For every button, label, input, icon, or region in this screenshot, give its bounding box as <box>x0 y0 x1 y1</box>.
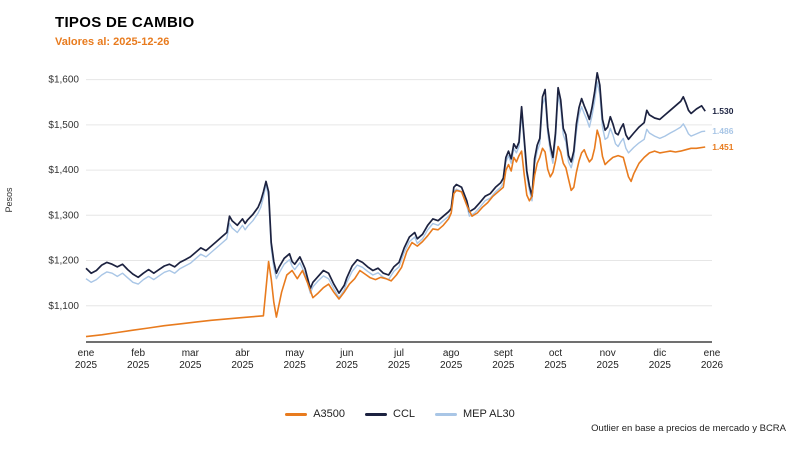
svg-text:2025: 2025 <box>75 360 98 371</box>
svg-text:$1,200: $1,200 <box>48 256 79 267</box>
svg-text:$1,400: $1,400 <box>48 165 79 176</box>
legend-item-ccl: CCL <box>365 408 415 420</box>
svg-text:jul: jul <box>393 348 404 359</box>
svg-text:1.530: 1.530 <box>712 106 734 116</box>
svg-text:$1,300: $1,300 <box>48 210 79 221</box>
svg-text:2025: 2025 <box>284 360 307 371</box>
svg-text:dic: dic <box>653 348 666 359</box>
svg-text:feb: feb <box>131 348 145 359</box>
legend-label-a3500: A3500 <box>313 408 345 420</box>
svg-text:2025: 2025 <box>179 360 202 371</box>
svg-text:jun: jun <box>339 348 353 359</box>
svg-text:$1,600: $1,600 <box>48 75 79 86</box>
svg-text:1.486: 1.486 <box>712 126 734 136</box>
svg-text:2025: 2025 <box>336 360 359 371</box>
svg-text:2026: 2026 <box>701 360 724 371</box>
legend-item-mep-al30: MEP AL30 <box>435 408 515 420</box>
svg-text:mar: mar <box>182 348 200 359</box>
a3500-line-swatch <box>285 412 308 416</box>
svg-text:may: may <box>285 348 304 359</box>
svg-text:2025: 2025 <box>388 360 411 371</box>
svg-text:ago: ago <box>443 348 460 359</box>
svg-text:$1,100: $1,100 <box>48 301 79 312</box>
legend-label-mep-al30: MEP AL30 <box>463 408 515 420</box>
chart-legend: A3500 CCL MEP AL30 <box>0 408 800 420</box>
svg-text:oct: oct <box>549 348 563 359</box>
chart-subtitle: Valores al: 2025-12-26 <box>55 36 170 48</box>
svg-text:2025: 2025 <box>127 360 150 371</box>
source-note: Outlier en base a precios de mercado y B… <box>591 423 786 434</box>
svg-text:2025: 2025 <box>492 360 515 371</box>
svg-text:2025: 2025 <box>231 360 254 371</box>
page-title: TIPOS DE CAMBIO <box>55 14 195 31</box>
svg-text:sept: sept <box>494 348 513 359</box>
legend-label-ccl: CCL <box>393 408 416 420</box>
svg-text:abr: abr <box>235 348 250 359</box>
mep-al30-line-swatch <box>435 412 458 416</box>
svg-text:1.451: 1.451 <box>712 142 734 152</box>
y-axis-label: Pesos <box>4 187 14 213</box>
svg-text:2025: 2025 <box>649 360 672 371</box>
svg-text:nov: nov <box>600 348 616 359</box>
svg-text:ene: ene <box>704 348 721 359</box>
plot-area: $1,100 $1,200 $1,300 $1,400 $1,500 $1,600 ene 2… <box>28 52 776 388</box>
svg-text:$1,500: $1,500 <box>48 120 79 131</box>
svg-text:2025: 2025 <box>597 360 620 371</box>
svg-text:2025: 2025 <box>544 360 567 371</box>
svg-text:2025: 2025 <box>440 360 463 371</box>
svg-text:ene: ene <box>78 348 95 359</box>
exchange-rate-line-chart: $1,100$1,200$1,300$1,400$1,500$1,600ene2… <box>48 71 734 371</box>
legend-item-a3500: A3500 <box>285 408 345 420</box>
ccl-line-swatch <box>365 412 387 416</box>
